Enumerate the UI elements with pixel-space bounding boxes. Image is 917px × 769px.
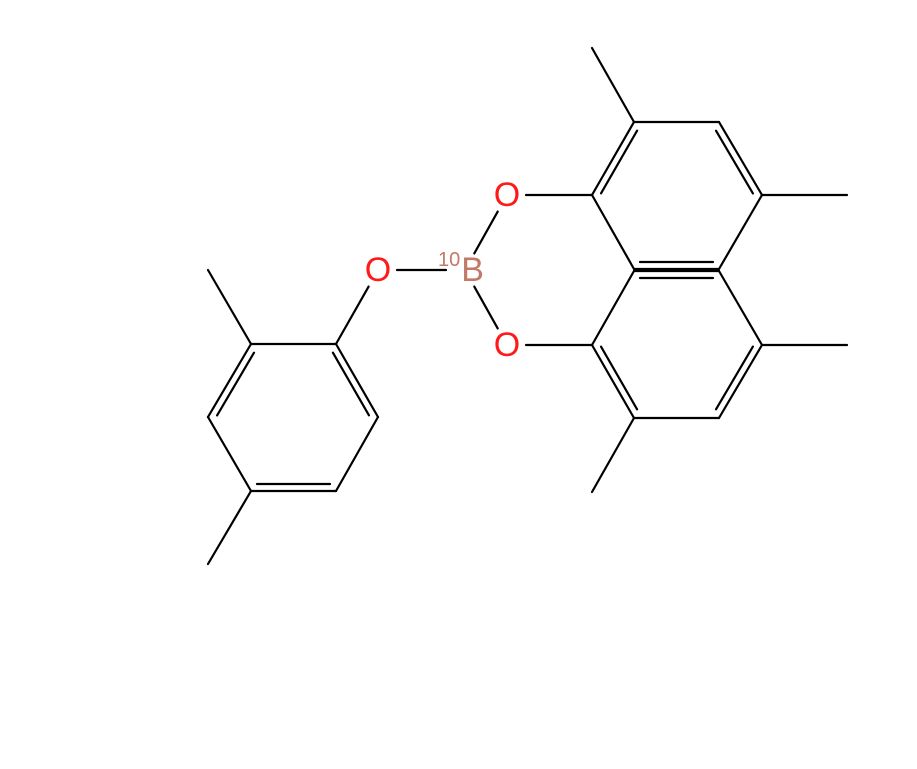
atom-O3: O	[365, 251, 391, 289]
atom-O2: O	[494, 326, 520, 364]
canvas-bg	[0, 0, 917, 769]
atom-symbol: B	[461, 251, 484, 289]
isotope-superscript: 10	[438, 249, 460, 271]
atom-O1: O	[494, 176, 520, 214]
molecule-diagram: 10BOOO	[0, 0, 917, 769]
